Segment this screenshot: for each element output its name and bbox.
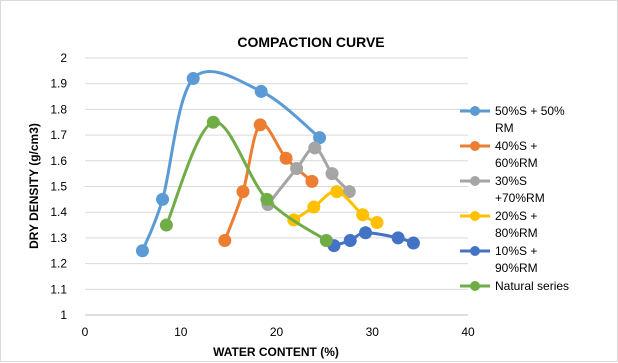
y-tick-label: 1.9 — [50, 77, 67, 91]
data-point — [343, 233, 357, 247]
legend-label: 40%S + — [495, 139, 537, 153]
data-point — [305, 174, 319, 188]
legend-swatch-marker — [470, 141, 480, 151]
legend-item: 20%S + 80%RM — [460, 209, 538, 240]
legend-swatch-marker — [470, 176, 480, 186]
data-point — [206, 115, 220, 129]
data-point — [156, 192, 170, 206]
x-tick-label: 30 — [366, 325, 380, 339]
y-tick-label: 1.6 — [50, 154, 67, 168]
legend-label: 30%S — [495, 174, 527, 188]
legend-swatch-marker — [470, 106, 480, 116]
legend-swatch-marker — [470, 211, 480, 221]
data-point — [370, 215, 384, 229]
series-0 — [135, 70, 327, 258]
legend-label: 60%RM — [495, 156, 538, 170]
data-point — [135, 244, 149, 258]
data-point — [279, 151, 293, 165]
data-point — [236, 185, 250, 199]
series-3 — [287, 185, 384, 229]
data-point — [325, 167, 339, 181]
series-5 — [159, 115, 333, 247]
legend: 50%S + 50% RM 40%S + 60%RM 30%S +70%RM 20%S + 8… — [460, 104, 569, 293]
data-point — [406, 236, 420, 250]
data-point — [330, 185, 344, 199]
data-point — [307, 200, 321, 214]
legend-label: 50%S + 50% — [495, 104, 565, 118]
data-point — [359, 226, 373, 240]
data-point — [313, 131, 327, 145]
x-tick-label: 20 — [270, 325, 284, 339]
y-tick-label: 1.5 — [50, 180, 67, 194]
legend-item: 40%S + 60%RM — [460, 139, 538, 170]
legend-item: 30%S +70%RM — [460, 174, 545, 205]
legend-label: 80%RM — [495, 226, 538, 240]
data-point — [342, 185, 356, 199]
legend-label: 90%RM — [495, 261, 538, 275]
y-tick-label: 1.1 — [50, 282, 67, 296]
data-point — [290, 162, 304, 176]
y-tick-label: 1.8 — [50, 102, 67, 116]
y-tick-label: 1.4 — [50, 205, 67, 219]
legend-label: Natural series — [495, 279, 569, 293]
legend-item: Natural series — [460, 279, 569, 293]
y-tick-label: 2 — [60, 51, 67, 65]
y-axis-title: DRY DENSITY (g/cm3) — [27, 123, 41, 249]
data-point — [391, 231, 405, 245]
data-point — [253, 118, 267, 132]
legend-swatch-marker — [470, 281, 480, 291]
gridlines — [85, 57, 468, 316]
x-tick-label: 10 — [174, 325, 188, 339]
x-tick-label: 0 — [82, 325, 89, 339]
data-point — [159, 218, 173, 232]
chart-title: COMPACTION CURVE — [237, 34, 384, 50]
legend-label: 20%S + — [495, 209, 537, 223]
data-point — [308, 141, 322, 155]
series-line — [165, 120, 328, 242]
y-tick-label: 1.3 — [50, 231, 67, 245]
legend-label: RM — [495, 121, 514, 135]
data-point — [254, 84, 268, 98]
series-layer — [135, 70, 420, 258]
series-2 — [261, 141, 356, 211]
x-axis-title: WATER CONTENT (%) — [213, 345, 339, 359]
legend-item: 50%S + 50% RM — [460, 104, 565, 135]
y-tick-label: 1 — [60, 308, 67, 322]
data-point — [356, 208, 370, 222]
legend-label: +70%RM — [495, 191, 545, 205]
data-point — [218, 233, 232, 247]
data-point — [186, 72, 200, 86]
x-tick-label: 40 — [461, 325, 475, 339]
y-tick-label: 1.7 — [50, 128, 67, 142]
y-tick-label: 1.2 — [50, 257, 67, 271]
series-4 — [327, 226, 420, 253]
legend-swatch-marker — [470, 246, 480, 256]
legend-item: 10%S + 90%RM — [460, 244, 538, 275]
data-point — [319, 233, 333, 247]
legend-label: 10%S + — [495, 244, 537, 258]
data-point — [260, 192, 274, 206]
tick-labels: 11.11.21.31.41.51.61.71.81.920 10 20 30 40 — [50, 51, 475, 339]
